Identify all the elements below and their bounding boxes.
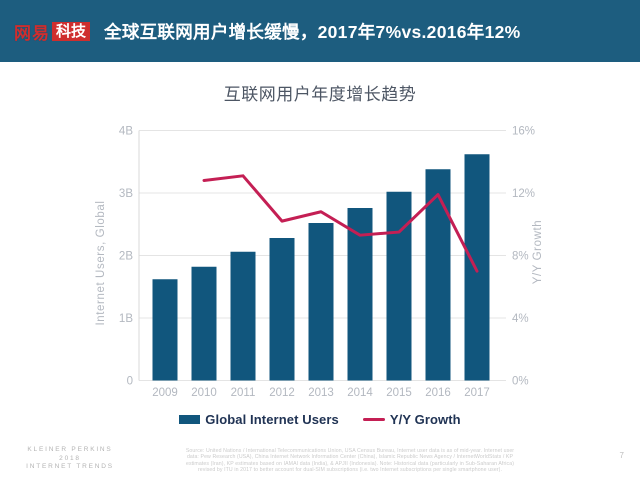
legend-item-line: Y/Y Growth <box>362 412 461 427</box>
svg-text:2011: 2011 <box>231 387 256 399</box>
chart-title: 互联网用户年度增长趋势 <box>223 85 417 104</box>
source-note: Source: United Nations / International T… <box>150 448 550 473</box>
svg-text:3B: 3B <box>119 188 133 200</box>
kleiner-perkins-branding: KLEINER PERKINS 2018 INTERNET TRENDS <box>5 446 135 472</box>
legend-item-bar: Global Internet Users <box>179 412 339 427</box>
line-series-swatch-icon <box>362 417 385 422</box>
netease-tech-logo: 网易 科技 <box>14 19 91 44</box>
source-line: revised by ITU in 2017 to better account… <box>197 466 503 473</box>
brand-line: KLEINER PERKINS <box>27 446 113 453</box>
svg-text:2016: 2016 <box>425 387 451 399</box>
brand-line: INTERNET TRENDS <box>26 463 114 470</box>
brand-line: 2018 <box>59 454 81 462</box>
svg-text:Internet Users, Global: Internet Users, Global <box>95 200 107 325</box>
svg-text:2013: 2013 <box>308 387 334 399</box>
source-line: Source: United Nations / International T… <box>185 448 515 454</box>
bar-series-swatch-icon <box>179 415 201 424</box>
svg-text:0%: 0% <box>512 376 529 388</box>
netease-logo-text: 网易 <box>14 23 50 43</box>
tech-logo-badge: 科技 <box>52 21 91 41</box>
svg-text:4%: 4% <box>512 313 529 325</box>
header-bar: 网易 科技 全球互联网用户增长缓慢，2017年7%vs.2016年12% <box>0 0 640 62</box>
source-line: estimates (Iran), KP estimates based on … <box>185 460 515 467</box>
svg-text:2009: 2009 <box>152 387 178 399</box>
line-series-label: Y/Y Growth <box>389 412 461 427</box>
svg-text:4B: 4B <box>119 126 133 138</box>
bar-series-label: Global Internet Users <box>205 412 339 427</box>
svg-text:16%: 16% <box>512 126 535 138</box>
page-title: 全球互联网用户增长缓慢，2017年7%vs.2016年12% <box>104 21 521 42</box>
svg-text:1B: 1B <box>119 313 133 325</box>
page-number: 7 <box>619 451 624 460</box>
svg-text:8%: 8% <box>512 251 529 263</box>
svg-text:2012: 2012 <box>269 387 295 399</box>
svg-text:2017: 2017 <box>464 387 490 399</box>
svg-text:2014: 2014 <box>347 387 373 399</box>
svg-text:Y/Y Growth: Y/Y Growth <box>532 220 544 285</box>
svg-text:2B: 2B <box>119 251 133 263</box>
svg-text:12%: 12% <box>512 188 535 200</box>
svg-text:0: 0 <box>127 376 133 388</box>
svg-text:2015: 2015 <box>386 387 412 399</box>
chart-legend: Global Internet Users Y/Y Growth <box>0 412 640 427</box>
svg-text:2010: 2010 <box>191 387 217 399</box>
source-line: data: Pew Research (USA), China Internet… <box>186 454 514 461</box>
